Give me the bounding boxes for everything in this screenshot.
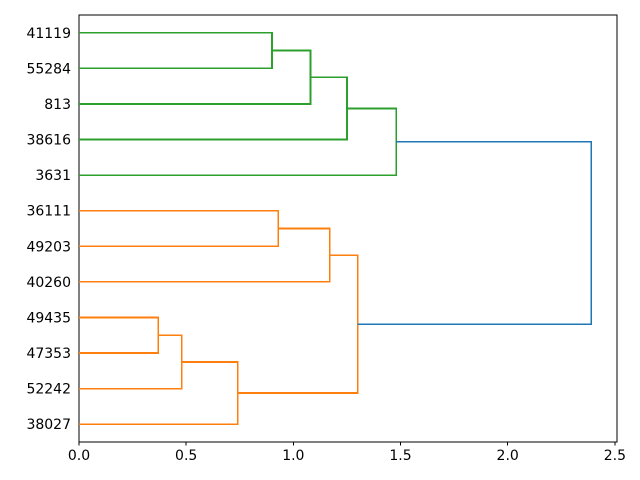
dendrogram-link (79, 49, 312, 105)
x-tick-label: 1.5 (389, 448, 411, 464)
y-tick-label: 40260 (26, 275, 71, 291)
dendrogram-link (79, 107, 398, 176)
y-tick-label: 49435 (26, 310, 71, 326)
dendrogram-link (79, 334, 183, 390)
dendrogram-link (237, 254, 359, 394)
y-tick-label: 38616 (26, 133, 71, 149)
x-tick-label: 2.0 (497, 448, 519, 464)
dendrogram-link (79, 227, 331, 283)
dendrogram-link (79, 76, 348, 141)
dendrogram-link (79, 209, 280, 248)
y-tick-label: 3631 (35, 168, 71, 184)
dendrogram-link (79, 361, 239, 426)
y-tick-label: 55284 (26, 61, 71, 77)
dendrogram-link (79, 316, 160, 354)
y-tick-label: 41119 (26, 26, 71, 42)
y-tick-label: 38027 (26, 417, 71, 433)
y-tick-label: 47353 (26, 346, 71, 362)
x-tick-label: 1.0 (282, 448, 304, 464)
y-tick-label: 49203 (26, 239, 71, 255)
x-tick-label: 0.0 (68, 448, 90, 464)
plot-border (78, 14, 618, 443)
dendrogram-link (79, 31, 273, 70)
y-tick-label: 52242 (26, 382, 71, 398)
y-tick-label: 813 (44, 97, 71, 113)
x-tick-label: 0.5 (175, 448, 197, 464)
y-tick-label: 36111 (26, 204, 71, 220)
x-tick-label: 2.5 (604, 448, 626, 464)
dendrogram-link (357, 140, 593, 325)
